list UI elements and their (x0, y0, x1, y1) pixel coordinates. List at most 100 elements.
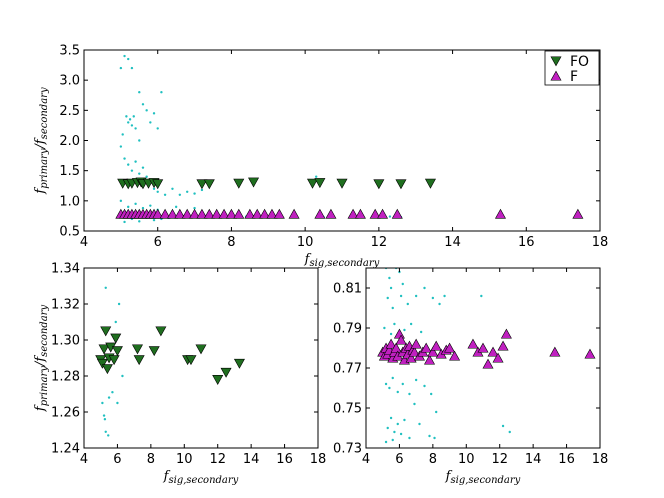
data-dot (193, 206, 196, 210)
y-tick-label: 0.81 (333, 282, 362, 297)
data-point-fo (212, 375, 224, 385)
data-point-fo (395, 179, 407, 190)
data-dot (134, 127, 137, 130)
data-point-fo (155, 326, 167, 337)
data-dot (200, 188, 204, 192)
y-tick-label: 3.5 (59, 44, 80, 59)
data-dot (501, 424, 505, 428)
series-f (377, 328, 596, 369)
data-dot (104, 286, 107, 289)
data-point-f (218, 208, 230, 219)
y-tick-label: 0.79 (333, 322, 362, 337)
data-point-f (427, 346, 439, 357)
data-dot (119, 145, 123, 148)
x-tick-label: 8 (429, 452, 437, 467)
data-dot (128, 118, 132, 121)
x-tick-label: 16 (276, 452, 293, 467)
data-dot (107, 434, 110, 437)
data-dot (121, 374, 124, 378)
data-point-f (325, 208, 337, 219)
axes-frame (83, 267, 319, 449)
series-background (101, 286, 124, 437)
data-dot (130, 66, 134, 70)
data-dot (114, 320, 117, 324)
data-dot (435, 410, 438, 414)
data-point-fo (98, 344, 110, 355)
data-point-fo (233, 358, 245, 369)
data-dot (116, 401, 119, 405)
data-dot (138, 91, 141, 94)
data-point-f (487, 346, 499, 357)
y-tick-label: 1.28 (51, 370, 80, 385)
panel-bottom-right: 4 6 8 10 12 14 16 18 0.73 0.75 0.77 0.79 0.81 fsig,se… (333, 267, 608, 486)
x-tick-label: 14 (444, 235, 461, 250)
data-dot (428, 434, 431, 438)
data-point-f (424, 354, 436, 365)
data-point-fo (108, 355, 120, 366)
x-axis-label: fsig,secondary (163, 469, 239, 486)
data-point-f (259, 208, 271, 219)
data-point-f (430, 340, 442, 351)
data-dot (178, 193, 182, 196)
data-point-fo (195, 344, 207, 355)
legend-label-f: F (570, 69, 578, 85)
data-dot (401, 382, 404, 386)
data-point-f (391, 208, 403, 219)
data-dot (127, 163, 130, 166)
data-dot (401, 282, 404, 286)
data-point-f (244, 208, 256, 219)
series-fo (117, 177, 436, 190)
data-dot (101, 401, 104, 405)
data-point-f (572, 208, 584, 219)
series-fo (95, 326, 245, 385)
data-point-fo (152, 179, 164, 190)
data-point-f (408, 346, 420, 357)
y-tick-label: 0.77 (333, 362, 362, 377)
axes-frame (365, 267, 601, 449)
data-point-fo (233, 178, 245, 189)
data-dot (388, 276, 391, 280)
data-point-f (482, 358, 494, 369)
x-tick-label: 18 (592, 452, 609, 467)
data-dot (160, 91, 163, 94)
x-tick-label: 8 (147, 452, 155, 467)
data-point-fo (336, 178, 348, 189)
data-point-fo (100, 326, 112, 337)
data-dot (127, 57, 130, 61)
data-point-fo (111, 346, 123, 357)
data-dot (418, 422, 421, 426)
data-dot (315, 175, 318, 178)
data-dot (414, 378, 418, 382)
legend-label-fo: FO (570, 54, 589, 70)
data-dot (508, 430, 511, 434)
data-dot (119, 66, 123, 70)
data-dot (134, 202, 137, 206)
data-dot (127, 205, 130, 209)
data-dot (399, 432, 403, 436)
data-point-f (393, 328, 405, 339)
data-point-fo (101, 364, 113, 375)
data-point-fo (131, 344, 143, 355)
data-point-f (159, 208, 171, 219)
data-point-fo (248, 177, 260, 188)
data-dot (433, 436, 436, 440)
data-dot (393, 322, 396, 326)
data-point-fo (203, 179, 215, 190)
x-tick-label: 18 (592, 235, 609, 250)
data-point-fo (314, 178, 326, 189)
x-tick-label: 14 (243, 452, 260, 467)
panel-bottom-left: 4 6 8 10 12 14 16 18 1.24 1.26 1.28 1.30 1.32 1.34 fsi… (33, 262, 326, 487)
data-point-f (211, 208, 223, 219)
data-dot (163, 193, 167, 196)
axes-frame (83, 49, 601, 232)
data-dot (389, 416, 393, 420)
data-dot (423, 286, 426, 290)
data-dot (145, 175, 148, 178)
data-dot (386, 426, 389, 430)
x-tick-label: 18 (310, 452, 327, 467)
panel-top: 4 6 8 10 12 14 16 18 0.5 1.0 1.5 2.0 2.5 3.0 3.5 fsig,s… (33, 44, 608, 270)
data-dot (111, 391, 114, 394)
data-dot (443, 294, 446, 298)
data-dot (414, 294, 418, 298)
